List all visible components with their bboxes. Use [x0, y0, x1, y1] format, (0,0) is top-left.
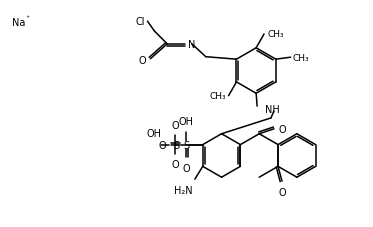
- Text: Cl: Cl: [136, 17, 145, 27]
- Text: O: O: [182, 164, 190, 174]
- Text: O: O: [278, 187, 286, 197]
- Text: CH₃: CH₃: [267, 30, 283, 39]
- Text: O: O: [171, 160, 179, 170]
- Text: O: O: [171, 120, 179, 130]
- Text: S: S: [183, 140, 189, 150]
- Text: H₂N: H₂N: [174, 185, 193, 195]
- Text: OH: OH: [146, 128, 161, 138]
- Text: N: N: [188, 40, 195, 50]
- Text: CH₃: CH₃: [292, 53, 309, 62]
- Text: CH₃: CH₃: [210, 92, 226, 101]
- Text: NH: NH: [265, 105, 280, 115]
- Text: O: O: [279, 124, 286, 134]
- Text: O: O: [159, 140, 166, 150]
- Text: ⁻: ⁻: [153, 50, 157, 59]
- Text: Na: Na: [12, 18, 25, 28]
- Text: S: S: [173, 140, 179, 150]
- Text: OH: OH: [178, 116, 194, 126]
- Text: ⁺: ⁺: [25, 14, 29, 22]
- Text: O: O: [139, 55, 147, 65]
